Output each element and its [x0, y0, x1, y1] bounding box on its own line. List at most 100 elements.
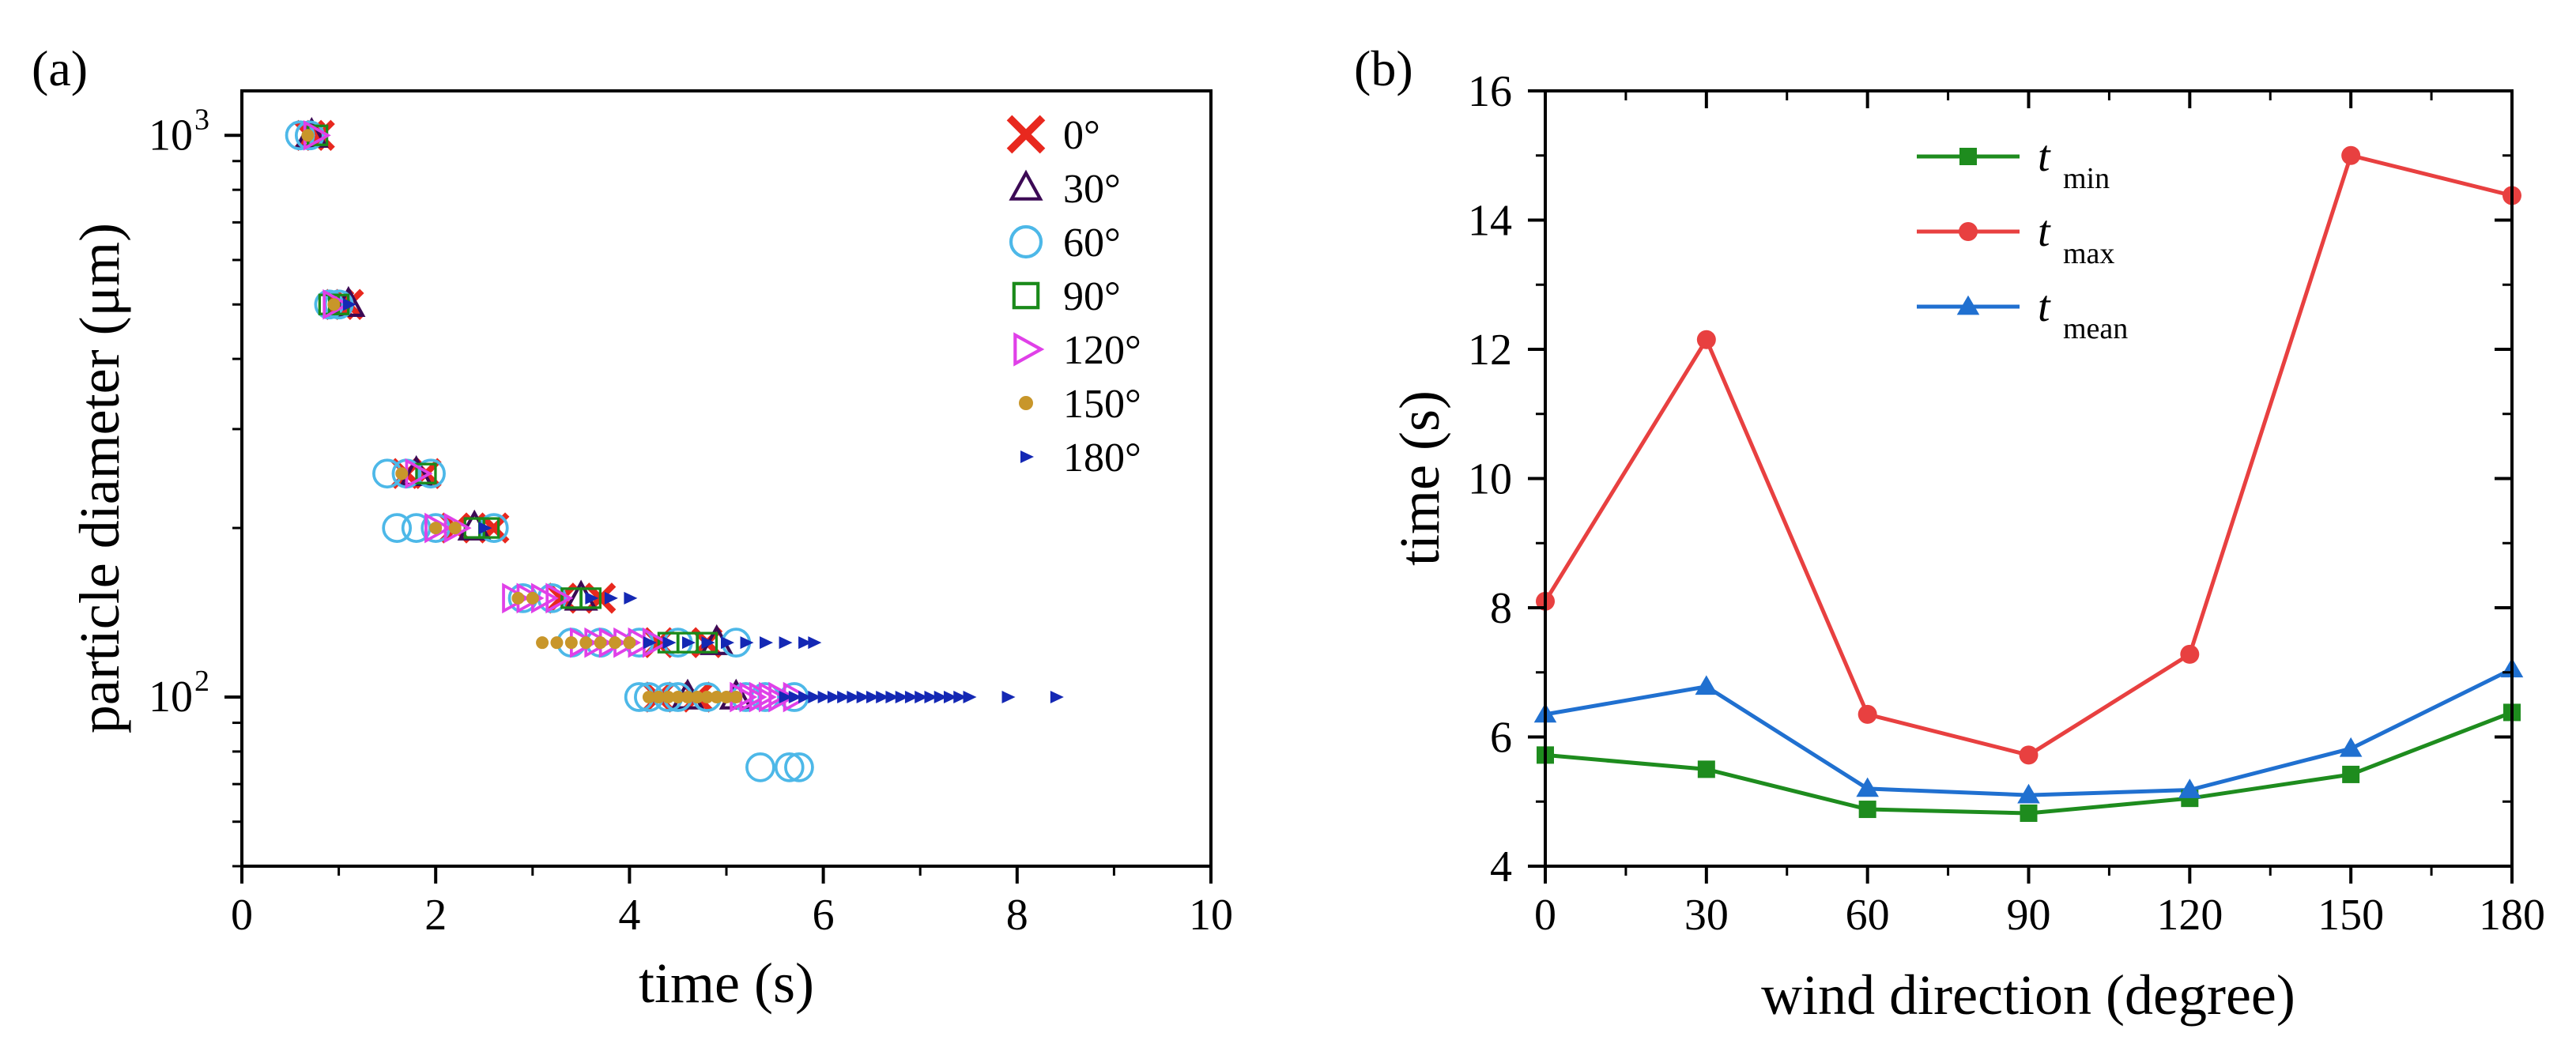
panel-a-point-180-11	[760, 636, 774, 650]
panel-a-point-180-26	[885, 691, 900, 704]
panel-a-point-150-19	[691, 691, 704, 704]
panel-b-point-max-4	[2180, 644, 2200, 664]
panel-b-x-axis-label: wind direction (degree)	[1761, 963, 2295, 1027]
panel-a-point-180-35	[1001, 691, 1016, 704]
panel-a-legend-label-120: 120°	[1063, 328, 1141, 373]
panel-a-point-180-36	[1050, 691, 1064, 704]
panel-b-x-tick-label: 150	[2318, 891, 2384, 940]
panel-a-x-tick-labels: 0 2 4 6 8 10	[231, 891, 1233, 940]
panel-a-y-tick-exponent: 3	[194, 103, 209, 136]
panel-a-point-180-7	[681, 636, 696, 650]
panel-b-point-max-2	[1858, 704, 1877, 724]
panel-a-legend: 0° 30° 60° 90° 120° 150° 180°	[1006, 113, 1141, 481]
panel-a-point-180-15	[779, 691, 793, 704]
panel-a-point-150-3	[429, 522, 443, 535]
panel-a-point-150-7	[536, 636, 549, 650]
panel-b-point-min-3	[2020, 804, 2038, 822]
panel-a-point-60-28	[784, 752, 814, 782]
panel-b-x-tick-labels: 0 30 60 90 120 150 180	[1534, 891, 2545, 940]
panel-a-point-60-26	[745, 752, 775, 782]
panel-b-legend-marker-max	[1959, 222, 1978, 241]
panel-b-y-tick-label: 10	[1468, 455, 1512, 504]
panel-b-y-tick-label: 6	[1490, 714, 1512, 763]
panel-a-point-180-34	[963, 691, 977, 704]
panel-a-point-180-13	[798, 636, 813, 650]
panel-a-legend-label-0: 0°	[1063, 113, 1100, 158]
panel-a-point-120-8	[545, 582, 574, 614]
panel-a-point-150-17	[671, 691, 685, 704]
panel-a-x-tick-label: 0	[231, 891, 253, 940]
panel-a-point-180-10	[740, 636, 754, 650]
panel-b-line-mean	[1544, 667, 2514, 797]
panel-a-point-150-9	[564, 636, 578, 650]
panel-b-line-max	[1543, 153, 2513, 758]
panel-a-point-180-33	[953, 691, 967, 704]
panel-b-legend-marker-mean	[1956, 295, 1980, 315]
panel-a-legend-marker-180	[1020, 450, 1034, 463]
panel-b-y-tick-label: 14	[1468, 197, 1512, 246]
panel-a-point-180-25	[876, 691, 890, 704]
panel-b-x-tick-label: 60	[1846, 891, 1890, 940]
panel-b-legend-subscript-max: max	[2063, 237, 2114, 270]
panel-a-point-120-5	[502, 582, 530, 614]
panel-a-point-180-21	[837, 691, 851, 704]
panel-b-x-tick-label: 90	[2007, 891, 2051, 940]
panel-a-point-120-3	[424, 512, 453, 544]
panel-a-legend-label-150: 150°	[1063, 382, 1141, 427]
panel-a-point-150-14	[642, 691, 655, 704]
panel-a-point-180-0	[342, 298, 356, 311]
panel-a-point-180-5	[643, 636, 657, 650]
panel-a-point-180-16	[788, 691, 802, 704]
panel-a-point-150-12	[609, 636, 622, 650]
panel-a-point-60-2	[314, 289, 345, 320]
panel-a-point-150-23	[730, 691, 743, 704]
panel-a-point-180-29	[915, 691, 929, 704]
panel-a-point-180-23	[856, 691, 870, 704]
panel-a-point-180-18	[808, 691, 822, 704]
panel-b-legend-subscript-mean: mean	[2063, 312, 2128, 345]
panel-a-legend-label-30: 30°	[1063, 167, 1121, 212]
panel-b-point-mean-3	[2017, 783, 2040, 804]
panel-a-point-180-17	[798, 691, 813, 704]
panel-a-ticks	[224, 134, 1213, 884]
panel-a-point-180-2	[585, 591, 599, 605]
panel-b-legend-label-mean: t	[2038, 282, 2051, 331]
panel-a-legend-marker-90	[1012, 281, 1040, 310]
panel-a-legend-marker-120	[1013, 332, 1045, 367]
panel-b: (b) 0 30 60 90 120 150 180 4 6 8 10 12 14 16 wind di…	[1354, 40, 2545, 1027]
panel-a-point-150-13	[623, 636, 636, 650]
panel-a-x-tick-label: 8	[1006, 891, 1028, 940]
panel-a-point-180-28	[904, 691, 918, 704]
panel-a-legend-marker-0	[1006, 115, 1046, 154]
panel-a-point-180-3	[604, 591, 618, 605]
panel-b-marks	[1533, 145, 2524, 822]
panel-b-legend-marker-min	[1959, 148, 1977, 165]
panel-a-point-180-12	[779, 636, 793, 650]
panel-b-y-tick-label: 12	[1468, 326, 1512, 375]
panel-b-y-axis-label: time (s)	[1388, 390, 1451, 566]
panel-a-legend-marker-150	[1019, 396, 1033, 410]
panel-a-point-120-4	[443, 512, 472, 544]
panel-a-point-120-1	[322, 288, 351, 320]
panel-b-x-tick-label: 0	[1534, 891, 1556, 940]
panel-a-point-150-11	[594, 636, 607, 650]
panel-a-point-150-22	[720, 691, 733, 704]
panel-a-point-60-27	[774, 752, 805, 782]
panel-a-point-180-30	[924, 691, 938, 704]
panel-a-point-150-10	[579, 636, 593, 650]
panel-a-point-90-7	[579, 587, 602, 609]
panel-a-point-150-18	[681, 691, 694, 704]
panel-b-point-mean-1	[1695, 675, 1718, 695]
panel-a-point-150-21	[710, 691, 723, 704]
panel-a-point-150-4	[448, 522, 462, 535]
panel-a-point-180-6	[662, 636, 677, 650]
panel-a-point-180-14	[808, 636, 822, 650]
panel-b-legend-label-min: t	[2038, 132, 2051, 181]
panel-a-point-180-31	[933, 691, 948, 704]
panel-b-point-mean-2	[1856, 777, 1879, 797]
panel-a-legend-marker-30	[1009, 169, 1043, 201]
panel-b-point-min-1	[1697, 760, 1715, 778]
panel-b-y-tick-labels: 4 6 8 10 12 14 16	[1468, 67, 1512, 891]
